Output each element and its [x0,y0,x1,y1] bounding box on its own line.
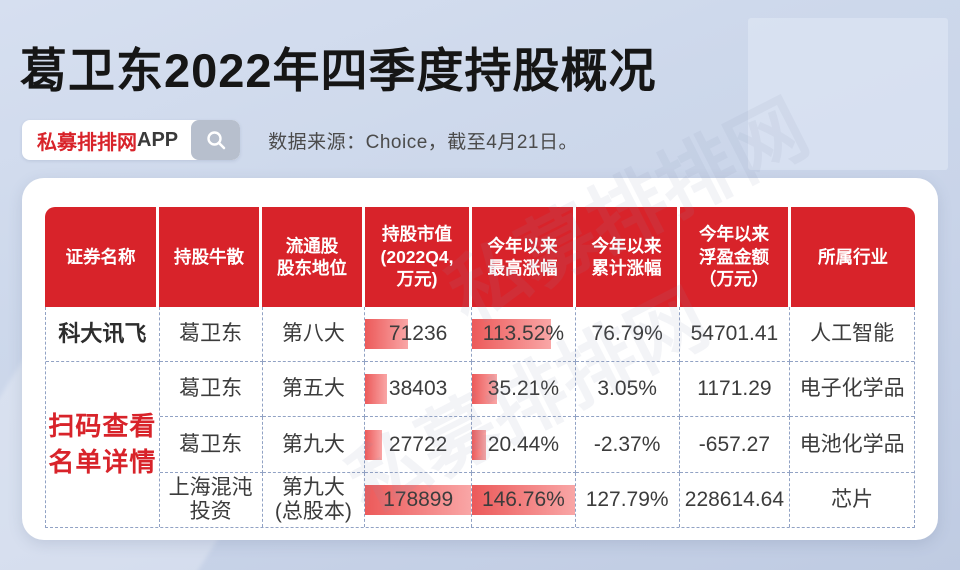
cell-float-profit: -657.27 [679,417,791,473]
cell-cum-gain: -2.37% [575,417,680,473]
position-rank: 第九大 [281,432,345,456]
page-title: 葛卫东2022年四季度持股概况 [20,44,657,97]
market-value: 71236 [388,322,448,346]
market-value: 178899 [383,488,454,512]
cell-market-value: 178899 [365,473,473,527]
market-value: 38403 [388,377,448,401]
cum-gain: -2.37% [593,432,661,456]
column-header-float-profit: 今年以来 浮盈金额 （万元） [680,207,791,307]
position-rank: 第八大 [281,322,345,346]
industry: 芯片 [831,488,874,512]
max-gain: 113.52% [482,322,565,346]
table-body: 科大讯飞 葛卫东 第八大 71236 113.52% 76.79% 54701.… [45,307,915,528]
cell-cum-gain: 3.05% [575,362,680,417]
float-profit: 1171.29 [697,377,772,401]
industry: 人工智能 [810,322,895,346]
column-header-holder: 持股牛散 [159,207,262,307]
holder-name: 葛卫东 [179,432,243,456]
cum-gain: 127.79% [585,488,669,512]
column-header-max-gain: 今年以来 最高涨幅 [472,207,576,307]
holder-name: 葛卫东 [179,377,243,401]
cell-max-gain: 35.21% [472,362,576,417]
background-deco-rect [748,18,948,170]
side-scan-label: 扫码查看 名单详情 [46,362,160,527]
market-value-bar [365,374,388,404]
cell-position: 第五大 [262,362,366,417]
max-gain: 20.44% [487,432,559,456]
market-value: 27722 [388,432,448,456]
column-header-cum-gain: 今年以来 累计涨幅 [576,207,680,307]
market-value-bar [365,429,383,460]
data-source-note: 数据来源：Choice，截至4月21日。 [268,131,578,153]
market-value-bar [365,319,408,349]
cell-security: 科大讯飞 [46,307,160,362]
cum-gain: 3.05% [597,377,657,401]
cell-market-value: 27722 [365,417,473,473]
cell-max-gain: 113.52% [472,307,576,362]
cell-holder: 葛卫东 [159,307,263,362]
cell-position: 第九大 (总股本) [263,473,366,527]
cell-industry: 芯片 [790,473,914,527]
max-gain-bar [472,319,552,349]
cell-holder: 葛卫东 [159,362,263,417]
max-gain-bar [472,485,575,515]
holder-name: 上海混沌 投资 [168,476,253,523]
float-profit: -657.27 [698,432,771,456]
cell-float-profit: 1171.29 [679,362,791,417]
table-card: 证券名称 持股牛散 流通股 股东地位 持股市值 (2022Q4, 万元) 今年以… [22,178,938,540]
column-header-position: 流通股 股东地位 [262,207,365,307]
column-header-security: 证券名称 [45,207,159,307]
magnifier-icon [206,131,225,150]
cell-holder: 上海混沌 投资 [160,473,263,527]
max-gain: 146.76% [481,488,565,512]
brand-label: 私募排排网 APP [22,120,191,160]
cell-cum-gain: 76.79% [575,307,680,362]
brand-suffix: APP [137,128,179,151]
search-button[interactable] [191,120,241,160]
brand-name: 私募排排网 [37,131,137,154]
column-header-market-value: 持股市值 (2022Q4, 万元) [365,207,472,307]
table-header-row: 证券名称 持股牛散 流通股 股东地位 持股市值 (2022Q4, 万元) 今年以… [45,207,915,307]
cell-market-value: 71236 [365,307,473,362]
float-profit: 54701.41 [690,322,779,346]
cell-industry: 人工智能 [790,307,914,362]
cell-market-value: 38403 [365,362,473,417]
holder-name: 葛卫东 [179,322,243,346]
security-name: 科大讯飞 [58,320,147,346]
brand-row: 私募排排网 APP 数据来源：Choice，截至4月21日。 [22,120,578,160]
brand-search-pill[interactable]: 私募排排网 APP [22,120,241,160]
cell-industry: 电子化学品 [790,362,914,417]
cum-gain: 76.79% [591,322,663,346]
industry: 电子化学品 [799,377,905,401]
position-rank: 第九大 (总股本) [274,476,352,523]
cell-float-profit: 228614.64 [680,473,791,527]
cell-position: 第八大 [262,307,366,362]
max-gain-bar [472,374,497,404]
column-header-industry: 所属行业 [791,207,915,307]
cell-max-gain: 146.76% [472,473,576,527]
max-gain: 35.21% [487,377,559,401]
cell-max-gain: 20.44% [472,417,576,473]
cell-cum-gain: 127.79% [576,473,680,527]
position-rank: 第五大 [281,377,345,401]
cell-holder: 葛卫东 [159,417,263,473]
max-gain-bar [472,429,487,460]
float-profit: 228614.64 [684,488,785,512]
cell-float-profit: 54701.41 [679,307,791,362]
scan-qr-text: 扫码查看 名单详情 [48,411,157,477]
industry: 电池化学品 [799,432,905,456]
cell-industry: 电池化学品 [790,417,914,473]
market-value-bar [365,485,472,515]
cell-position: 第九大 [262,417,366,473]
